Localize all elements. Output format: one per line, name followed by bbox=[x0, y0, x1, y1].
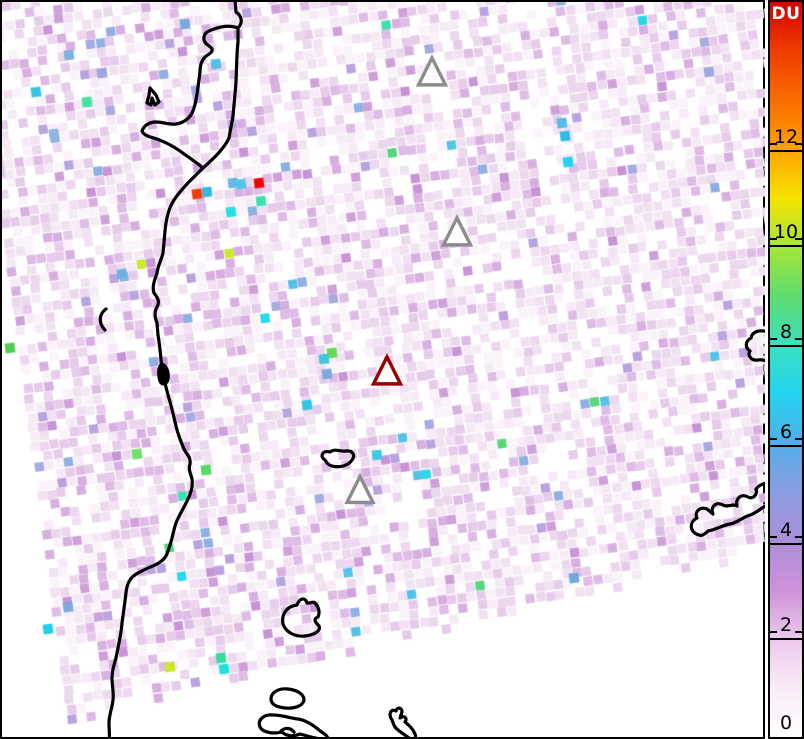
colorbar-tick-label: 10 bbox=[773, 221, 799, 243]
colorbar-tick-dash bbox=[770, 631, 777, 633]
colorbar-tick-line bbox=[770, 345, 802, 347]
colorbar-tick-line bbox=[770, 543, 802, 545]
colorbar-tick-line bbox=[770, 445, 802, 447]
colorbar-tick-label: 0 bbox=[779, 712, 793, 734]
colorbar-tick-label: 4 bbox=[779, 519, 793, 541]
colorbar-tick-dash bbox=[770, 536, 777, 538]
colorbar-tick-dash bbox=[795, 438, 802, 440]
colorbar-tick-dash bbox=[770, 438, 777, 440]
colorbar-unit-label: DU bbox=[771, 4, 801, 24]
colorbar-tick-label: 8 bbox=[779, 321, 793, 343]
colorbar: DU 12 10 8 6 4 2 0 bbox=[768, 0, 804, 739]
colorbar-tick-line bbox=[770, 150, 802, 152]
pixel-grid-canvas bbox=[2, 2, 765, 739]
colorbar-tick-label: 2 bbox=[779, 614, 793, 636]
colorbar-tick-dash bbox=[795, 143, 802, 145]
colorbar-tick-dash bbox=[795, 238, 802, 240]
colorbar-tick-dash bbox=[770, 238, 777, 240]
colorbar-tick-dash bbox=[795, 631, 802, 633]
colorbar-tick-dash bbox=[795, 338, 802, 340]
colorbar-tick-dash bbox=[795, 536, 802, 538]
colorbar-tick-dash bbox=[770, 338, 777, 340]
colorbar-tick-dash bbox=[770, 143, 777, 145]
map-panel bbox=[0, 0, 765, 739]
colorbar-tick-line bbox=[770, 638, 802, 640]
colorbar-tick-label: 6 bbox=[779, 421, 793, 443]
colorbar-tick-line bbox=[770, 245, 802, 247]
colorbar-tick-label: 12 bbox=[773, 126, 799, 148]
